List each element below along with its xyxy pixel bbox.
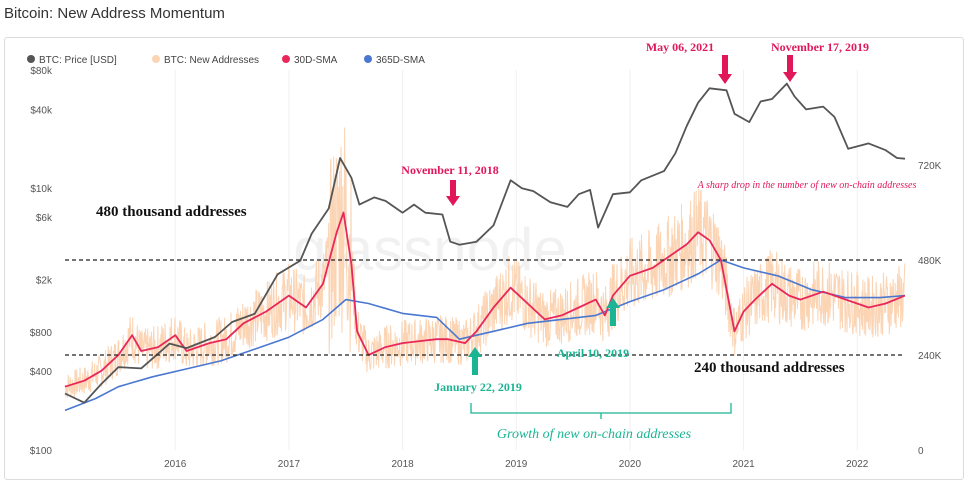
annotation-may-06-2021: May 06, 2021 [646,40,714,54]
label-480-thousand: 480 thousand addresses [96,204,247,220]
series-lines [64,82,906,412]
legend: BTC: Price [USD] BTC: New Addresses 30D-… [27,55,425,66]
legend-item-new-addresses[interactable]: BTC: New Addresses [152,55,259,66]
y-left-tick-label: $10k [30,184,53,195]
axes: 2016 2017 2018 2019 2020 2021 2022 $100 $400 $800… [30,66,942,470]
legend-item-365d-sma[interactable]: 365D-SMA [364,55,425,66]
series-365d-sma [64,259,906,412]
legend-dot-price [27,55,35,63]
legend-label-365d-sma: 365D-SMA [376,55,425,66]
y-right-tick-label: 480K [918,256,942,267]
arrow-down-may-2021-icon [718,55,732,84]
series-new-addresses [64,127,906,398]
growth-bracket [470,403,732,419]
x-tick-label: 2020 [619,459,642,470]
x-tick-label: 2022 [846,459,869,470]
legend-label-price: BTC: Price [USD] [39,55,117,66]
x-tick-label: 2017 [278,459,301,470]
chart-frame [4,37,964,480]
y-right-tick-label: 0 [918,446,924,457]
series-price [64,82,906,404]
legend-item-30d-sma[interactable]: 30D-SMA [282,55,338,66]
x-tick-label: 2019 [505,459,528,470]
legend-dot-30d-sma [282,55,290,63]
raw-series-new-addresses [64,127,906,398]
annotation-november-17-2019: November 17, 2019 [771,40,869,54]
y-left-tick-label: $800 [30,328,53,339]
y-left-tick-label: $400 [30,367,53,378]
y-right-tick-label: 240K [918,351,942,362]
y-left-tick-label: $100 [30,446,53,457]
annotation-april-10-2019: April 10, 2019 [557,346,629,360]
x-tick-label: 2021 [732,459,755,470]
arrow-down-november-2018-icon [446,180,460,206]
x-tick-label: 2016 [164,459,187,470]
arrow-down-november-2021-icon [783,55,797,82]
page-title: Bitcoin: New Address Momentum [4,5,225,22]
legend-dot-new-addresses [152,55,160,63]
legend-label-new-addresses: BTC: New Addresses [164,55,259,66]
reference-lines [65,259,905,356]
label-240-thousand: 240 thousand addresses [694,360,845,376]
legend-label-30d-sma: 30D-SMA [294,55,338,66]
y-right-tick-label: 720K [918,161,942,172]
annotation-growth: Growth of new on-chain addresses [497,427,692,442]
legend-dot-365d-sma [364,55,372,63]
annotations: May 06, 2021 November 17, 2019 November … [96,40,916,442]
legend-item-price[interactable]: BTC: Price [USD] [27,55,117,66]
series-30d-sma [64,211,906,388]
y-left-tick-label: $6k [36,213,53,224]
annotation-january-22-2019: January 22, 2019 [434,380,522,394]
y-left-tick-label: $2k [36,276,53,287]
y-left-tick-label: $40k [30,105,53,116]
annotation-sharp-drop: A sharp drop in the number of new on-cha… [697,180,917,191]
arrow-up-january-2019-icon [468,347,482,375]
annotation-november-11-2018: November 11, 2018 [401,163,498,177]
arrow-up-april-2019-icon [606,298,620,326]
x-tick-label: 2018 [391,459,414,470]
y-left-tick-label: $80k [30,66,53,77]
